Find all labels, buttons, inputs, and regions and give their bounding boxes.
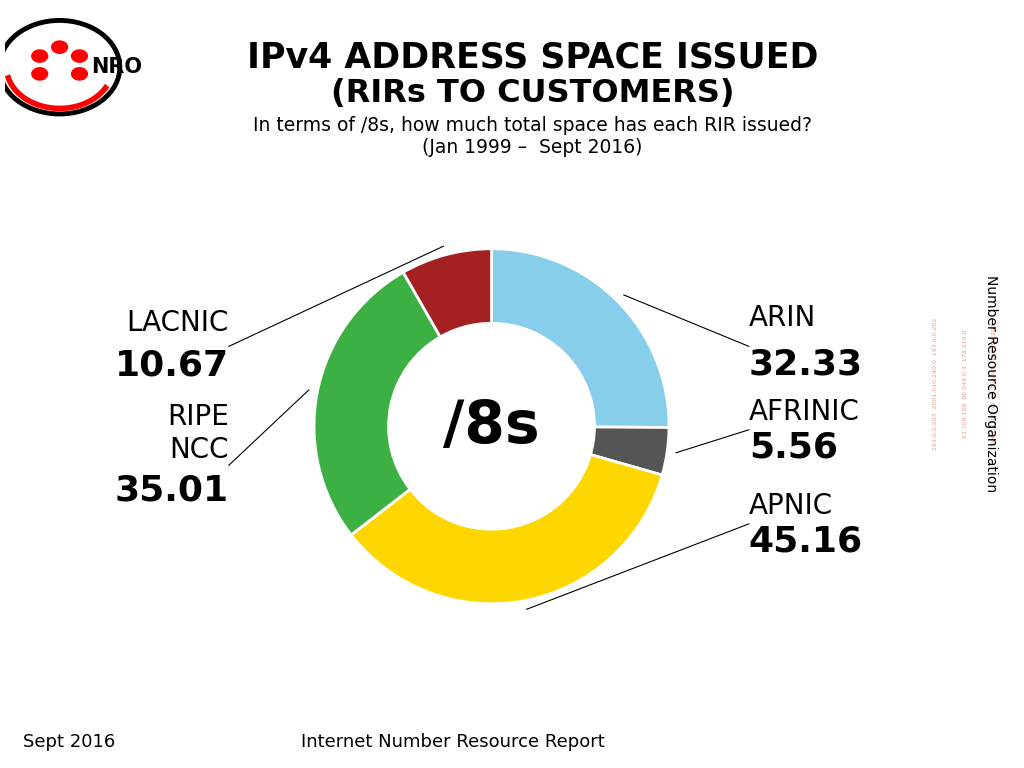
Text: AFRINIC: AFRINIC [749,398,860,426]
Text: IPv4 ADDRESS SPACE ISSUED: IPv4 ADDRESS SPACE ISSUED [247,41,818,74]
Text: /8s: /8s [443,398,540,455]
Text: 32.33: 32.33 [749,347,863,381]
Circle shape [72,68,87,80]
Text: 2001:610:240  65.0.0.248  193.0.0.203: 2001:610:240 65.0.0.248 193.0.0.203 [992,323,997,445]
Text: Internet Number Resource Report: Internet Number Resource Report [301,733,605,751]
Text: ARIN: ARIN [749,304,816,332]
Text: 35.01: 35.01 [115,473,228,507]
Wedge shape [351,455,663,604]
Circle shape [402,337,581,515]
Text: 10.67: 10.67 [115,349,228,383]
Text: In terms of /8s, how much total space has each RIR issued?: In terms of /8s, how much total space ha… [253,116,812,134]
Wedge shape [591,427,669,475]
Text: (Jan 1999 –  Sept 2016): (Jan 1999 – Sept 2016) [422,138,643,157]
Text: Number Resource Organization: Number Resource Organization [984,276,998,492]
Wedge shape [314,273,440,535]
Text: Sept 2016: Sept 2016 [23,733,115,751]
Circle shape [32,68,48,80]
Text: (RIRs TO CUSTOMERS): (RIRs TO CUSTOMERS) [331,78,734,109]
Wedge shape [492,249,669,428]
Circle shape [32,50,48,62]
Text: 193.0.0.203  2001:610:240:0  193.0.0.202: 193.0.0.203 2001:610:240:0 193.0.0.202 [933,318,938,450]
Text: RIPE
NCC: RIPE NCC [167,403,228,464]
Circle shape [51,41,68,53]
Text: APNIC: APNIC [749,492,833,520]
Text: 62.109.128  95.048.0.3  178.210.0: 62.109.128 95.048.0.3 178.210.0 [963,330,968,438]
Circle shape [72,50,87,62]
Text: LACNIC: LACNIC [126,310,228,337]
Text: 5.56: 5.56 [749,431,838,465]
Text: 45.16: 45.16 [749,525,863,558]
Text: NRO: NRO [91,57,142,78]
Wedge shape [403,249,492,337]
